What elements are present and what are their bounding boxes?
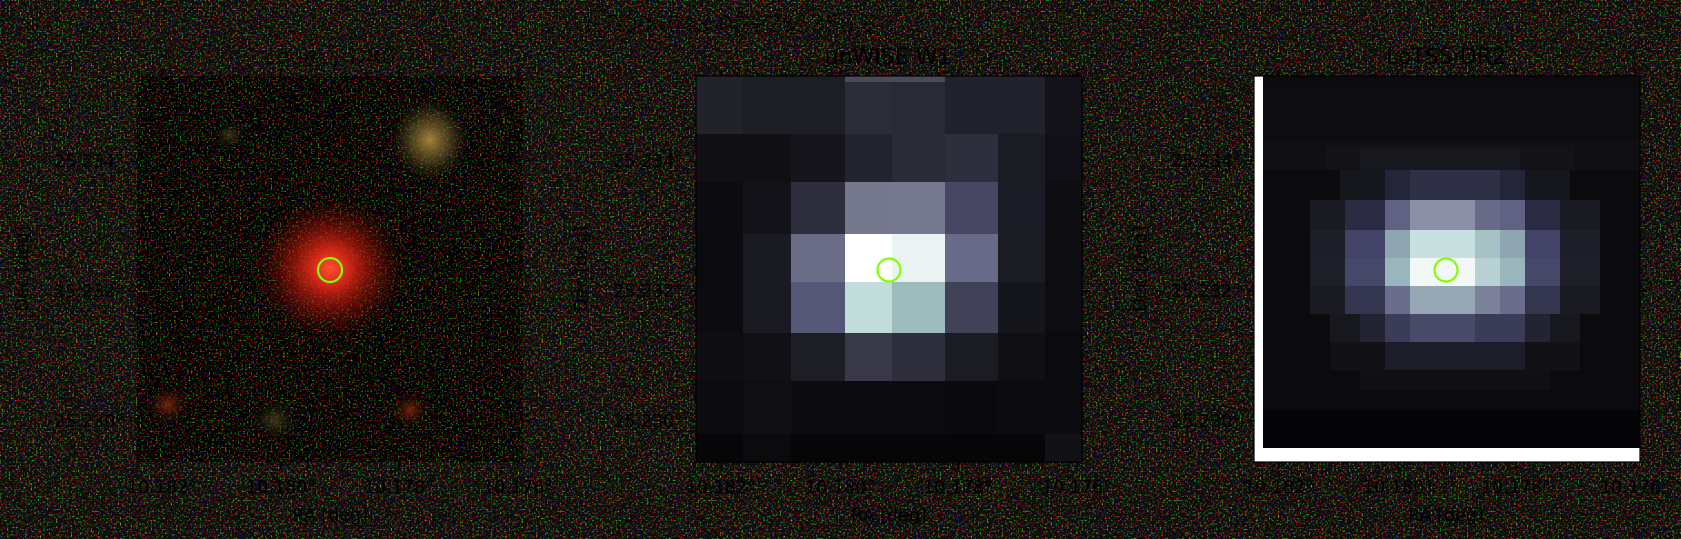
panel-title-lotss: LoTSS DR2 <box>1386 45 1506 70</box>
xtick-label: 10.180° <box>246 478 316 498</box>
xtick-label: 10.180° <box>1363 478 1433 498</box>
xtick-label: 10.176° <box>1042 478 1112 498</box>
ticks-lotss <box>1247 69 1647 469</box>
panel-title-legacy: Legacy DR8 <box>264 45 395 70</box>
unwise-image <box>696 76 1082 462</box>
ytick-label: 25.232° <box>613 282 683 302</box>
source-marker-legacy <box>316 256 344 284</box>
legacy-image <box>137 76 523 462</box>
ytick-label: 25.230° <box>54 412 124 432</box>
xtick-label: 10.182° <box>127 478 197 498</box>
source-marker-lotss <box>1433 257 1459 283</box>
y-axis-label: Dec [deg] <box>572 226 592 312</box>
ytick-label: 25.230° <box>1171 412 1241 432</box>
ticks-unwise <box>689 69 1089 469</box>
ytick-label: 25.232° <box>1171 282 1241 302</box>
lotss-image <box>1254 76 1640 462</box>
x-axis-label: RA [deg] <box>292 506 368 526</box>
ytick-label: 25.234° <box>54 152 124 172</box>
xtick-label: 10.182° <box>686 478 756 498</box>
x-axis-label: RA [deg] <box>1408 506 1484 526</box>
panel-legacy: Legacy DR8 10.182° 10.180° 10.178° 10.17… <box>13 45 553 526</box>
xtick-label: 10.178° <box>1481 478 1551 498</box>
source-marker-unwise <box>876 257 902 283</box>
figure-title: ILTJ004043.00+251356.6 <box>586 12 877 38</box>
x-axis-label: RA [deg] <box>851 506 927 526</box>
ytick-label: 25.232° <box>54 282 124 302</box>
ytick-label: 25.234° <box>613 152 683 172</box>
ytick-label: 25.230° <box>613 412 683 432</box>
panel-unwise: unWISE W1 <box>572 45 1112 526</box>
panel-lotss: LoTSS DR2 <box>1131 45 1670 526</box>
panel-title-unwise: unWISE W1 <box>825 45 952 70</box>
y-axis-label: Dec [deg] <box>13 226 33 312</box>
xtick-label: 10.176° <box>1600 478 1670 498</box>
xtick-label: 10.182° <box>1244 478 1314 498</box>
xtick-label: 10.176° <box>483 478 553 498</box>
xtick-label: 10.180° <box>805 478 875 498</box>
ytick-label: 25.234° <box>1171 152 1241 172</box>
y-axis-label: Dec [deg] <box>1131 226 1151 312</box>
xtick-label: 10.178° <box>364 478 434 498</box>
xtick-label: 10.178° <box>923 478 993 498</box>
ticks-legacy <box>130 69 530 469</box>
